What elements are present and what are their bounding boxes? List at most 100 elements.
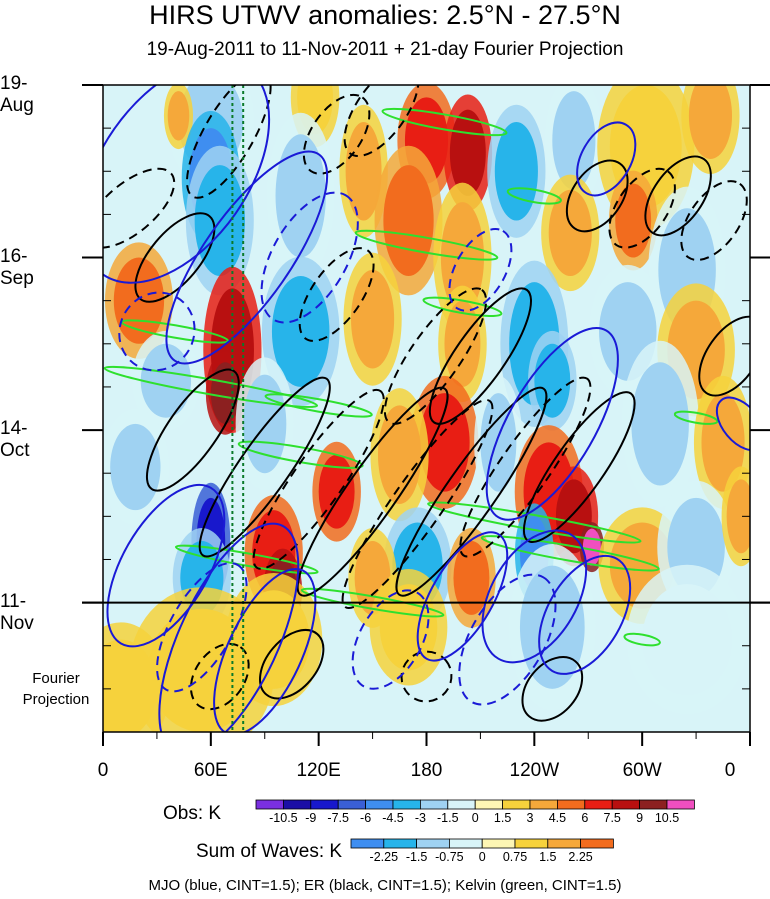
- x-tick-label-2: 120E: [296, 760, 341, 781]
- kelvin-contour-3: [422, 296, 503, 317]
- er-contour-9: [296, 386, 449, 597]
- x-tick-label-5: 60W: [622, 760, 662, 781]
- waves-colorbar-swatch-0: [350, 838, 385, 849]
- anomaly-blob-32: [318, 454, 355, 529]
- obs-colorbar-tick-label-7: 0: [472, 811, 479, 825]
- kelvin-contour-8: [427, 501, 642, 544]
- obs-colorbar-swatch-0: [255, 799, 284, 810]
- er-contour-16: [565, 159, 629, 233]
- anomaly-blob-6: [552, 91, 596, 190]
- obs-colorbar-tick-label-3: -6: [360, 811, 371, 825]
- mjo-contour-13: [458, 573, 557, 706]
- er-contour-23: [400, 650, 453, 703]
- er-contour-11: [395, 386, 548, 597]
- mjo-contour-14: [576, 121, 637, 197]
- anomaly-blob-13: [383, 165, 434, 277]
- er-contour-5: [298, 247, 375, 342]
- waves-colorbar-label: Sum of Waves: K: [196, 841, 343, 862]
- anomaly-blob-8: [688, 85, 733, 159]
- obs-colorbar-tick-label-9: 3: [527, 811, 534, 825]
- mjo-contour-12: [538, 554, 632, 675]
- chart-subtitle: 19-Aug-2011 to 11-Nov-2011 + 21-day Four…: [146, 39, 624, 60]
- anomaly-blob-15: [548, 189, 592, 277]
- x-tick-label-6: 0: [724, 760, 736, 781]
- mjo-contour-10: [485, 327, 619, 521]
- obs-colorbar-swatch-12: [584, 799, 613, 810]
- anomaly-blob-31: [377, 405, 422, 505]
- y-tick-label-1: 16-Sep: [0, 245, 34, 289]
- er-contour-1: [134, 212, 216, 303]
- obs-colorbar-tick-label-1: -9: [305, 811, 316, 825]
- mjo-contour-5: [158, 522, 300, 732]
- mjo-contour-0: [103, 85, 271, 284]
- er-contour-24: [521, 656, 584, 722]
- y-tick-label-0: 19-Aug: [0, 73, 34, 116]
- waves-colorbar-swatch-4: [481, 838, 516, 849]
- obs-colorbar-tick-label-12: 7.5: [604, 811, 621, 825]
- kelvin-contour-2: [354, 229, 499, 261]
- anomaly-blob-21: [140, 343, 192, 418]
- er-contour-4: [343, 85, 420, 158]
- anomaly-blob-16: [615, 183, 652, 258]
- obs-colorbar-tick-label-11: 6: [581, 811, 588, 825]
- anomaly-blob-34: [631, 362, 689, 486]
- colorbars: -10.5 -9 -7.5 -6 -4.5 -3 -1.5 0 1.5 3 4.5 6 7.5 9 10.5…: [255, 799, 695, 864]
- kelvin-contour-12: [623, 632, 661, 647]
- projection-label-line-2: Projection: [22, 691, 90, 708]
- anomaly-blob-29: [243, 374, 287, 474]
- waves-colorbar-tick-label-1: -1.5: [406, 850, 428, 864]
- er-contour-17: [608, 167, 676, 249]
- anomaly-blob-47: [453, 540, 490, 615]
- obs-colorbar-swatch-7: [447, 799, 476, 810]
- kelvin-contour-1: [506, 187, 562, 205]
- waves-colorbar-swatch-7: [580, 838, 614, 849]
- obs-colorbar-swatch-6: [419, 799, 449, 810]
- waves-colorbar-tick-label-0: -2.25: [370, 850, 399, 864]
- er-contour-14: [383, 287, 488, 425]
- er-contour-15: [428, 287, 533, 425]
- obs-colorbar-tick-label-2: -7.5: [327, 811, 349, 825]
- anomaly-blob-55: [642, 584, 733, 696]
- waves-colorbar-tick-label-4: 0.75: [503, 850, 527, 864]
- obs-colorbar-tick-label-5: -3: [415, 811, 426, 825]
- er-contour-19: [680, 180, 748, 261]
- er-contour-8: [252, 388, 385, 570]
- obs-colorbar-swatch-13: [611, 799, 641, 810]
- y-tick-label-2: 14-Oct: [0, 418, 30, 462]
- mjo-contour-3: [118, 291, 196, 372]
- kelvin-contour-7: [237, 440, 364, 469]
- anomaly-blob-53: [379, 584, 438, 671]
- anomaly-blob-56: [103, 639, 157, 732]
- waves-colorbar-swatch-3: [448, 838, 483, 849]
- mjo-contour-9: [351, 589, 430, 690]
- mjo-contour-8: [416, 531, 509, 662]
- obs-colorbar-swatch-5: [392, 799, 421, 810]
- mjo-contour-7: [156, 562, 248, 693]
- kelvin-contour-13: [673, 410, 719, 425]
- anomaly-blob-27: [534, 343, 571, 418]
- er-contour-22: [259, 629, 325, 700]
- waves-colorbar-swatch-1: [383, 838, 417, 849]
- obs-colorbar-tick-label-6: -1.5: [437, 811, 459, 825]
- chart-title: HIRS UTWV anomalies: 2.5°N - 27.5°N: [149, 0, 621, 30]
- anomaly-blob-23: [351, 269, 395, 369]
- obs-colorbar-swatch-1: [282, 799, 312, 810]
- obs-colorbar-swatch-8: [474, 799, 504, 810]
- anomaly-blob-50: [726, 479, 750, 554]
- waves-colorbar-swatch-2: [416, 838, 450, 849]
- anomaly-blob-24: [444, 300, 481, 387]
- x-tick-label-1: 60E: [193, 760, 228, 781]
- er-contour-2: [186, 85, 272, 199]
- wave-contours: [103, 85, 750, 732]
- waves-colorbar-tick-label-3: 0: [479, 850, 486, 864]
- er-contour-0: [103, 167, 176, 249]
- x-tick-label-3: 180: [410, 760, 443, 781]
- anomaly-blob-36: [110, 423, 161, 511]
- er-contour-21: [189, 642, 250, 711]
- obs-colorbar-label: Obs: K: [163, 803, 222, 824]
- kelvin-contour-11: [300, 587, 445, 618]
- projection-label: Fourier Projection: [14, 668, 98, 710]
- mjo-contour-4: [106, 483, 226, 648]
- obs-colorbar-tick-label-13: 9: [636, 811, 643, 825]
- er-contour-12: [459, 376, 592, 558]
